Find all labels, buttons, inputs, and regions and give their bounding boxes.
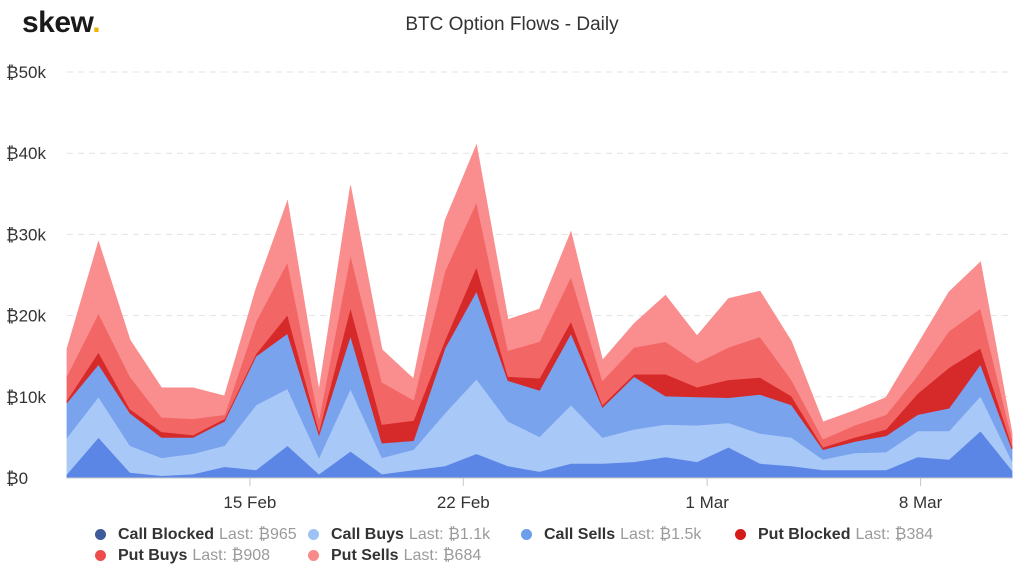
x-tick-label: 22 Feb xyxy=(437,493,490,512)
skew-logo: skew. xyxy=(22,6,101,39)
y-tick-label: ₿20k xyxy=(6,307,46,326)
legend: Call Blocked Last: ₿965 Call Buys Last: … xyxy=(95,524,995,566)
legend-item-put-blocked[interactable]: Put Blocked Last: ₿384 xyxy=(735,524,965,545)
y-tick-label: ₿50k xyxy=(6,63,46,82)
legend-swatch xyxy=(95,529,106,540)
x-tick-label: 1 Mar xyxy=(685,493,729,512)
legend-item-put-sells[interactable]: Put Sells Last: ₿684 xyxy=(308,545,521,566)
legend-swatch xyxy=(308,529,319,540)
y-tick-label: ₿10k xyxy=(6,388,46,407)
legend-item-call-sells[interactable]: Call Sells Last: ₿1.5k xyxy=(521,524,735,545)
legend-item-call-blocked[interactable]: Call Blocked Last: ₿965 xyxy=(95,524,308,545)
legend-swatch xyxy=(521,529,532,540)
legend-swatch xyxy=(308,550,319,561)
y-axis: ₿0 ₿10k ₿20k ₿30k ₿40k ₿50k xyxy=(6,63,46,488)
legend-item-call-buys[interactable]: Call Buys Last: ₿1.1k xyxy=(308,524,521,545)
y-tick-label: ₿0 xyxy=(6,469,28,488)
y-tick-label: ₿40k xyxy=(6,144,46,163)
x-tick-label: 8 Mar xyxy=(899,493,943,512)
chart-title: BTC Option Flows - Daily xyxy=(405,14,619,35)
legend-item-put-buys[interactable]: Put Buys Last: ₿908 xyxy=(95,545,308,566)
x-axis: 15 Feb 22 Feb 1 Mar 8 Mar xyxy=(67,477,1012,512)
x-tick-label: 15 Feb xyxy=(223,493,276,512)
area-put-sells xyxy=(66,143,1013,440)
legend-swatch xyxy=(735,529,746,540)
y-tick-label: ₿30k xyxy=(6,225,46,244)
legend-swatch xyxy=(95,550,106,561)
stacked-areas xyxy=(66,143,1013,479)
